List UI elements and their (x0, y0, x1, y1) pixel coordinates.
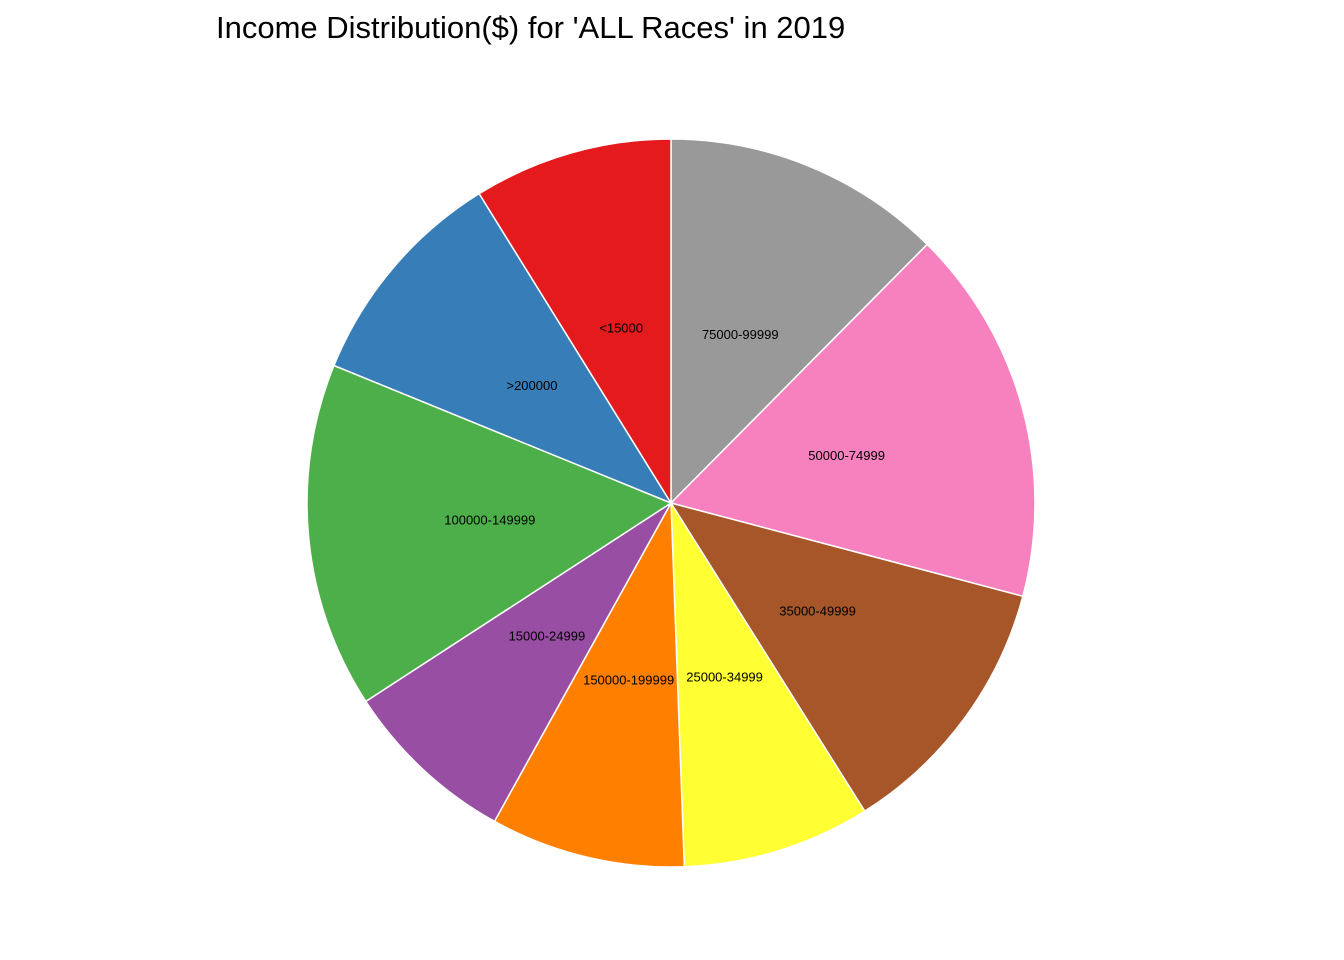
pie-slices (306, 138, 1036, 868)
pie-slice-15000-24999 (364, 502, 672, 823)
slice-label-150000-199999: 150000-199999 (583, 673, 674, 688)
slice-label-15000-24999: 15000-24999 (509, 629, 586, 644)
pie-slice-75000-99999 (670, 138, 929, 505)
slice-label-50000-74999: 50000-74999 (808, 448, 885, 463)
slice-label-lt-15000: <15000 (599, 320, 643, 335)
chart-title: Income Distribution($) for 'ALL Races' i… (216, 10, 846, 45)
slice-label-100000-149999: 100000-149999 (444, 513, 535, 528)
pie-slice-100000-149999 (306, 364, 673, 703)
pie-labels: 75000-99999 50000-74999 35000-49999 25000-3… (444, 320, 885, 687)
slice-label-25000-34999: 25000-34999 (686, 669, 763, 684)
pie-slice-25000-34999 (670, 500, 866, 868)
slice-label-35000-49999: 35000-49999 (779, 603, 856, 618)
slice-label-gt-200000: >200000 (506, 378, 557, 393)
pie-slice-lt-15000 (478, 138, 672, 506)
pie-slice-gt-200000 (332, 192, 673, 505)
pie-slice-150000-199999 (493, 500, 686, 868)
pie-slice-35000-49999 (669, 501, 1024, 813)
pie-slice-50000-74999 (669, 243, 1036, 598)
slice-label-75000-99999: 75000-99999 (702, 327, 779, 342)
